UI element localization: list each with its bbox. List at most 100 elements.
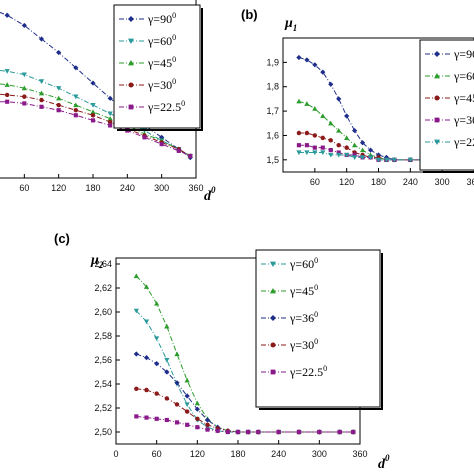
- data-point: [296, 150, 302, 156]
- data-point: [143, 355, 150, 361]
- legend-item: γ=450: [119, 55, 176, 70]
- data-point: [184, 393, 190, 399]
- y-tick-label: 2,56: [94, 355, 112, 365]
- data-point: [164, 369, 170, 375]
- data-point: [320, 145, 325, 150]
- legend: γ=900 γ=600 γ=450 γ=300 γ=22.50: [419, 39, 474, 173]
- data-point: [367, 147, 374, 153]
- data-point: [90, 118, 96, 123]
- data-point: [90, 80, 96, 86]
- data-point: [337, 429, 342, 435]
- data-point: [270, 315, 276, 321]
- x-tick-label: 360: [466, 177, 474, 187]
- data-point: [304, 143, 309, 148]
- data-point: [56, 108, 61, 113]
- x-tick-label: 240: [271, 449, 286, 459]
- x-tick-label: 60: [19, 183, 29, 193]
- data-point: [296, 143, 301, 148]
- legend-item: γ=600: [119, 33, 176, 48]
- data-point: [128, 38, 134, 44]
- data-point: [128, 82, 134, 88]
- data-point: [174, 351, 180, 357]
- panel-label: (c): [54, 231, 70, 246]
- legend-label: γ=360: [289, 310, 318, 325]
- data-point: [107, 119, 113, 125]
- data-point: [352, 155, 358, 160]
- data-point: [159, 134, 165, 140]
- y-tick-label: 1,6: [266, 130, 279, 140]
- x-tick-label: 240: [403, 177, 418, 187]
- data-point: [185, 422, 190, 427]
- data-point: [4, 12, 10, 18]
- data-point: [434, 95, 440, 101]
- data-point: [39, 104, 44, 109]
- y-tick-label: 1,8: [266, 82, 279, 92]
- data-point: [304, 150, 310, 156]
- legend-item: γ=600: [425, 69, 474, 83]
- x-tick-label: 300: [154, 183, 169, 193]
- data-point: [205, 427, 210, 432]
- legend-item: γ=300: [425, 113, 474, 127]
- data-point: [164, 396, 170, 401]
- data-point: [336, 150, 341, 155]
- data-point: [174, 380, 180, 386]
- legend-label: γ=22.50: [147, 99, 185, 114]
- data-point: [270, 369, 276, 375]
- data-point: [174, 402, 180, 407]
- data-point: [352, 127, 358, 134]
- data-point: [359, 147, 366, 153]
- data-point: [270, 342, 276, 348]
- x-tick-label: 180: [371, 177, 386, 187]
- series: [134, 414, 356, 435]
- legend-label: γ=600: [147, 33, 176, 48]
- data-point: [164, 357, 170, 363]
- x-tick-label: 300: [435, 177, 450, 187]
- series-line: [136, 415, 354, 433]
- data-point: [73, 107, 79, 113]
- legend-item: γ=900: [119, 11, 176, 26]
- data-point: [312, 133, 318, 138]
- legend-item: γ=22.50: [261, 364, 327, 379]
- data-point: [304, 57, 310, 63]
- data-point: [270, 288, 276, 294]
- data-point: [38, 36, 45, 42]
- data-point: [143, 319, 150, 325]
- legend-label: γ=900: [453, 46, 474, 61]
- data-point: [336, 127, 342, 133]
- data-point: [164, 417, 169, 423]
- data-point: [134, 386, 139, 392]
- data-point: [328, 81, 334, 87]
- data-point: [56, 102, 61, 108]
- data-point: [312, 150, 318, 156]
- legend-item: γ=22.50: [425, 135, 474, 149]
- data-point: [215, 428, 220, 433]
- data-point: [144, 415, 149, 420]
- data-point: [38, 79, 45, 84]
- data-point: [73, 94, 79, 100]
- data-point: [225, 429, 230, 435]
- x-tick-label: 360: [188, 183, 203, 193]
- data-point: [128, 16, 134, 22]
- y-tick-label: 1,9: [266, 57, 279, 67]
- data-point: [39, 97, 44, 103]
- data-point: [195, 425, 200, 430]
- data-point: [328, 120, 334, 126]
- data-point: [22, 101, 27, 106]
- data-point: [4, 82, 10, 87]
- data-point: [133, 308, 139, 314]
- data-point: [184, 409, 190, 414]
- data-point: [205, 422, 210, 428]
- legend: γ=900 γ=600 γ=450 γ=300 γ=22.50: [113, 4, 203, 131]
- data-point: [328, 147, 333, 153]
- chart-panel-c: 0 60 120 180 240 300 360 2,50 2,52 2,54 2,56 2,58 2,…: [54, 231, 390, 472]
- data-point: [434, 51, 440, 57]
- legend-item: γ=450: [261, 283, 318, 298]
- x-tick-label: 120: [51, 183, 66, 193]
- data-point: [359, 140, 366, 146]
- x-tick-label: 360: [352, 449, 367, 459]
- data-point: [383, 157, 390, 163]
- data-point: [22, 94, 27, 99]
- data-point: [391, 157, 398, 163]
- y-tick-label: 2,58: [94, 331, 112, 341]
